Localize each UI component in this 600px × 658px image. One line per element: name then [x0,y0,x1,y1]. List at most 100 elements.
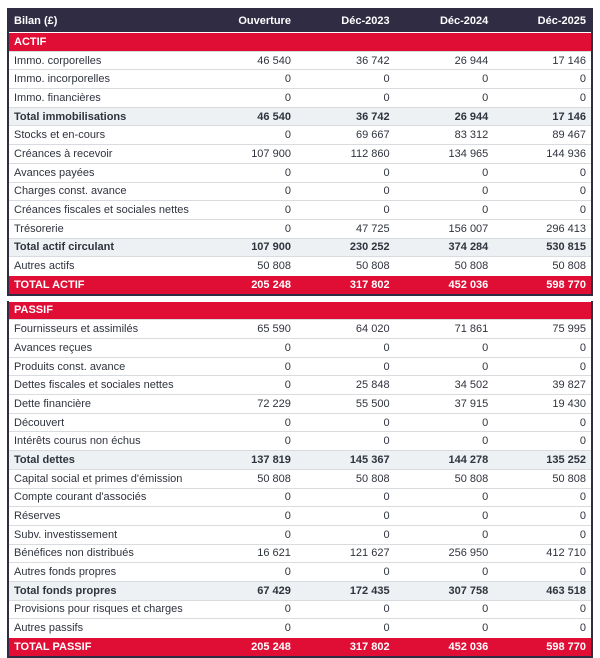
cell-value: 0 [394,69,494,89]
table-row: Dette financière 72 229 55 500 37 915 19 430 [8,394,592,414]
cell-value: 0 [394,506,494,526]
cell-value: 172 435 [295,580,395,601]
cell-value: 64 020 [295,319,395,339]
table-row: Produits const. avance 0 0 0 0 [8,356,592,376]
grand-total-row: TOTAL PASSIF 205 248 317 802 452 036 598 770 [8,636,592,657]
cell-value: 50 808 [394,256,494,276]
cell-value: 0 [197,618,296,638]
cell-value: 0 [197,181,296,201]
cell-value: 46 540 [197,106,296,126]
cell-value: 0 [295,162,395,182]
cell-value: 0 [394,88,494,108]
cell-value: 256 950 [394,543,494,563]
row-label: Découvert [8,412,198,432]
cell-value: 0 [197,125,296,145]
cell-value: 0 [493,69,592,89]
cell-value: 83 312 [394,125,494,145]
cell-value: 0 [295,338,395,358]
cell-value: 0 [394,599,494,619]
row-label: Intérêts courus non échus [8,431,198,451]
cell-value: 69 667 [295,125,395,145]
cell-value: 34 502 [394,375,494,395]
cell-value: 75 995 [493,319,592,339]
cell-value: 144 278 [394,450,494,470]
table-title: Bilan (£) [8,9,198,33]
row-label: Charges const. avance [8,181,198,201]
row-label: Total immobilisations [8,106,198,126]
table-row: Trésorerie 0 47 725 156 007 296 413 [8,218,592,239]
table-row: Immo. corporelles 46 540 36 742 26 944 17 14… [8,50,592,70]
cell-value: 72 229 [197,394,296,414]
row-label: Produits const. avance [8,356,198,376]
cell-value: 0 [394,356,494,376]
row-label: Immo. incorporelles [8,69,198,89]
cell-value: 374 284 [394,237,494,257]
subtotal-row: Total actif circulant 107 900 230 252 374 2… [8,237,592,257]
row-label: Bénéfices non distribués [8,543,198,563]
table-row: Stocks et en-cours 0 69 667 83 312 89 467 [8,125,592,145]
cell-value: 530 815 [493,237,592,257]
row-label: Total fonds propres [8,580,198,601]
cell-value: 145 367 [295,450,395,470]
row-label: Immo. financières [8,88,198,108]
table-row: Immo. incorporelles 0 0 0 0 [8,69,592,89]
table-row: Autres fonds propres 0 0 0 0 [8,562,592,582]
row-label: Autres fonds propres [8,562,198,582]
cell-value: 134 965 [394,144,494,164]
subtotal-row: Total immobilisations 46 540 36 742 26 944 1… [8,106,592,126]
cell-value: 0 [197,524,296,545]
cell-value: 0 [197,162,296,182]
table-row: Avances reçues 0 0 0 0 [8,338,592,358]
cell-value: 0 [493,162,592,182]
cell-value: 50 808 [197,468,296,488]
cell-value: 144 936 [493,144,592,164]
row-label: Autres actifs [8,256,198,276]
cell-value: 17 146 [493,50,592,70]
cell-value: 0 [197,412,296,432]
cell-value: 47 725 [295,218,395,239]
cell-value: 137 819 [197,450,296,470]
table-row: Découvert 0 0 0 0 [8,412,592,432]
row-label: Avances payées [8,162,198,182]
cell-value: 0 [295,599,395,619]
section-header-row: PASSIF [8,300,592,320]
table-row: Immo. financières 0 0 0 0 [8,88,592,108]
cell-value: 0 [197,599,296,619]
row-label: Trésorerie [8,218,198,239]
subtotal-row: Total fonds propres 67 429 172 435 307 758 4… [8,580,592,601]
cell-value: 0 [295,562,395,582]
row-label: Total actif circulant [8,237,198,257]
cell-value: 0 [197,218,296,239]
cell-value: 0 [394,618,494,638]
column-header-dec-2023: Déc-2023 [295,9,395,33]
cell-value: 0 [493,338,592,358]
table-row: Dettes fiscales et sociales nettes 0 25 84… [8,375,592,395]
cell-value: 598 770 [493,636,592,657]
cell-value: 0 [295,412,395,432]
row-label: Créances fiscales et sociales nettes [8,200,198,220]
row-label: Dette financière [8,394,198,414]
grand-total-row: TOTAL ACTIF 205 248 317 802 452 036 598 770 [8,274,592,295]
cell-value: 135 252 [493,450,592,470]
table-row: Autres actifs 50 808 50 808 50 808 50 808 [8,256,592,276]
cell-value: 0 [394,524,494,545]
cell-value: 205 248 [197,636,296,657]
passif-table-body: PASSIF Fournisseurs et assimilés 65 590 64 … [8,300,592,657]
cell-value: 55 500 [295,394,395,414]
cell-value: 156 007 [394,218,494,239]
table-row: Compte courant d'associés 0 0 0 0 [8,487,592,507]
cell-value: 112 860 [295,144,395,164]
cell-value: 0 [197,356,296,376]
cell-value: 0 [197,338,296,358]
cell-value: 0 [295,618,395,638]
cell-value: 205 248 [197,274,296,295]
cell-value: 0 [197,487,296,507]
section-label: PASSIF [8,300,592,320]
cell-value: 0 [394,200,494,220]
balance-sheet-page: Bilan (£) Ouverture Déc-2023 Déc-2024 Dé… [7,8,593,658]
cell-value: 0 [197,69,296,89]
table-row: Autres passifs 0 0 0 0 [8,618,592,638]
cell-value: 19 430 [493,394,592,414]
cell-value: 0 [394,181,494,201]
cell-value: 0 [394,338,494,358]
